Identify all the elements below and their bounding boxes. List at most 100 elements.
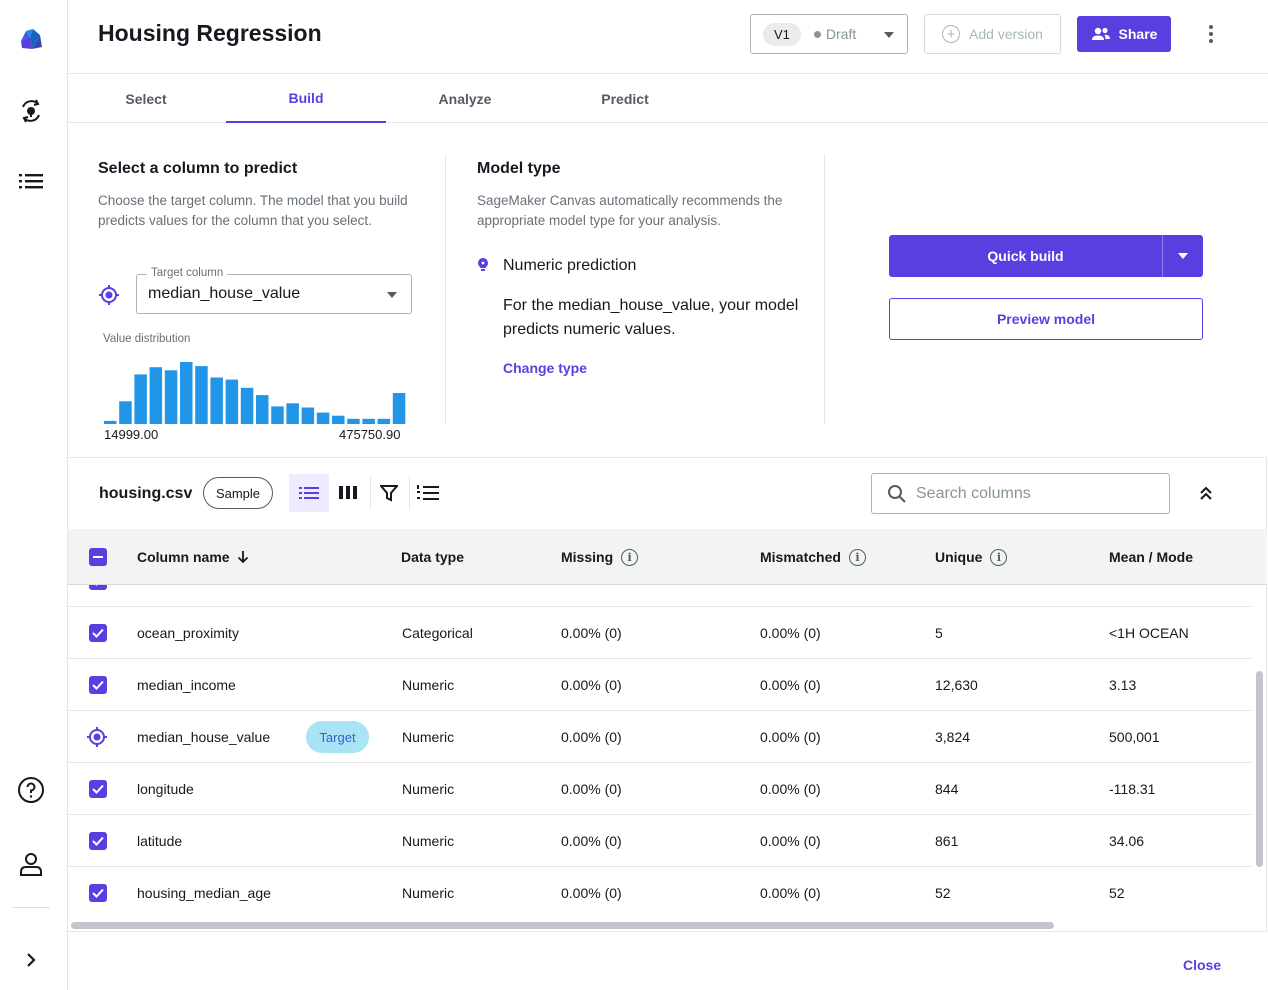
table-row[interactable]: longitude Numeric 0.00% (0) 0.00% (0) 844 -11…: [68, 763, 1252, 815]
row-checkbox[interactable]: [89, 607, 107, 659]
table-row[interactable]: median_house_value Target Numeric 0.00% (0)…: [68, 711, 1252, 763]
canvas-logo-icon[interactable]: [14, 23, 48, 57]
collapse-icon[interactable]: [1198, 483, 1214, 508]
header-mismatched[interactable]: Mismatched i: [760, 529, 866, 585]
dataset-card: housing.csv Sample: [68, 457, 1267, 932]
histogram-bar: [316, 412, 330, 424]
info-icon[interactable]: i: [990, 548, 1008, 566]
table-row[interactable]: median_income Numeric 0.00% (0) 0.00% (0) 12…: [68, 659, 1252, 711]
cell-data-type: Numeric: [402, 677, 455, 693]
cell-mean-mode: -118.31: [1109, 781, 1156, 797]
histogram-bar: [149, 367, 163, 424]
info-icon[interactable]: i: [848, 548, 866, 566]
header-unique[interactable]: Unique i: [935, 529, 1008, 585]
row-checkbox[interactable]: [89, 659, 107, 711]
build-options-dropdown[interactable]: [1162, 235, 1203, 277]
tab-select[interactable]: Select: [125, 91, 167, 107]
ordered-list-icon[interactable]: [408, 474, 448, 512]
list-icon[interactable]: [14, 164, 48, 198]
version-state-text: Draft: [825, 26, 857, 42]
share-button[interactable]: Share: [1077, 16, 1171, 52]
histogram-bar: [392, 393, 406, 424]
dataset-name: housing.csv: [99, 485, 193, 502]
user-icon[interactable]: [14, 847, 48, 881]
more-options-icon[interactable]: [1201, 20, 1221, 48]
change-type-link[interactable]: Change type: [503, 360, 588, 376]
tab-build[interactable]: Build: [226, 75, 386, 123]
histogram-bar: [164, 370, 178, 424]
help-icon[interactable]: [14, 773, 48, 807]
cell-unique: 5: [935, 625, 943, 641]
column-view-icon[interactable]: [328, 474, 368, 512]
histogram-bar: [240, 387, 254, 424]
close-button[interactable]: Close: [1183, 957, 1222, 973]
tab-analyze[interactable]: Analyze: [438, 91, 492, 107]
cell-unique: 12,630: [935, 677, 978, 693]
add-version-button[interactable]: + Add version: [924, 14, 1061, 54]
histogram-bar: [180, 362, 193, 424]
row-checkbox[interactable]: [89, 763, 107, 815]
horizontal-scrollbar[interactable]: [68, 918, 1253, 930]
histogram-bar: [134, 374, 147, 424]
tab-predict[interactable]: Predict: [601, 91, 649, 107]
table-row[interactable]: [68, 585, 1252, 607]
header: Housing Regression V1 Draft + Add versio…: [68, 0, 1268, 74]
header-missing[interactable]: Missing i: [561, 529, 639, 585]
histogram-bar: [301, 407, 315, 424]
quick-build-button[interactable]: Quick build: [987, 248, 1064, 264]
model-type-title: Model type: [477, 160, 561, 177]
target-column-select[interactable]: Target column median_house_value: [136, 267, 412, 314]
info-icon[interactable]: i: [621, 548, 639, 566]
cell-data-type: Categorical: [402, 625, 473, 641]
histogram-bar: [332, 415, 345, 424]
row-checkbox[interactable]: [89, 815, 107, 867]
header-mismatched-label: Mismatched: [760, 549, 841, 565]
vertical-scrollbar[interactable]: [1254, 585, 1266, 917]
model-type-explanation: For the median_house_value, your model p…: [503, 297, 799, 338]
histogram-bar: [256, 395, 269, 424]
cell-column-name: median_income: [137, 677, 236, 693]
toolbar-divider: [370, 476, 371, 510]
table-body: ocean_proximity Categorical 0.00% (0) 0.00%…: [68, 585, 1252, 917]
cell-mismatched: 0.00% (0): [760, 781, 821, 797]
share-label: Share: [1118, 26, 1158, 42]
header-column-name[interactable]: Column name: [137, 529, 249, 585]
row-checkbox[interactable]: [89, 867, 107, 917]
cell-mean-mode: 52: [1109, 885, 1125, 901]
cell-column-name: median_house_value: [137, 729, 271, 745]
list-view-icon[interactable]: [289, 474, 329, 512]
cell-mismatched: 0.00% (0): [760, 833, 821, 849]
table-row[interactable]: ocean_proximity Categorical 0.00% (0) 0.00%…: [68, 607, 1252, 659]
cell-mismatched: 0.00% (0): [760, 625, 821, 641]
status-dot-icon: [813, 30, 821, 38]
cell-data-type: Numeric: [402, 729, 455, 745]
row-checkbox[interactable]: [89, 585, 107, 607]
histogram-bar: [210, 377, 223, 424]
preview-model-button[interactable]: Preview model: [889, 298, 1203, 340]
cell-unique: 52: [935, 885, 951, 901]
table-header: Column name Data type Missing i Mismatch…: [68, 529, 1267, 585]
header-data-type[interactable]: Data type: [401, 549, 465, 565]
expand-icon[interactable]: [14, 943, 48, 977]
plus-circle-icon: +: [942, 25, 961, 43]
search-icon: [888, 485, 906, 503]
header-mean-mode[interactable]: Mean / Mode: [1109, 549, 1194, 565]
version-select[interactable]: V1 Draft: [750, 14, 908, 54]
cell-missing: 0.00% (0): [561, 781, 622, 797]
model-status-icon[interactable]: [14, 94, 48, 128]
sample-button[interactable]: Sample: [203, 477, 273, 509]
filter-icon[interactable]: [369, 474, 409, 512]
select-all-checkbox[interactable]: [89, 529, 107, 585]
model-type-name: Numeric prediction: [503, 257, 637, 274]
select-column-title: Select a column to predict: [98, 160, 298, 177]
panel-divider: [824, 154, 825, 424]
page-title: Housing Regression: [98, 20, 322, 46]
table-row[interactable]: housing_median_age Numeric 0.00% (0) 0.00% …: [68, 867, 1252, 917]
cell-missing: 0.00% (0): [561, 729, 622, 745]
cell-column-name: longitude: [137, 781, 194, 797]
cell-unique: 861: [935, 833, 959, 849]
tab-bar: Select Build Analyze Predict: [68, 75, 1268, 123]
search-input[interactable]: [916, 482, 1156, 506]
histogram-bar: [377, 418, 391, 424]
table-row[interactable]: latitude Numeric 0.00% (0) 0.00% (0) 861 34.0…: [68, 815, 1252, 867]
